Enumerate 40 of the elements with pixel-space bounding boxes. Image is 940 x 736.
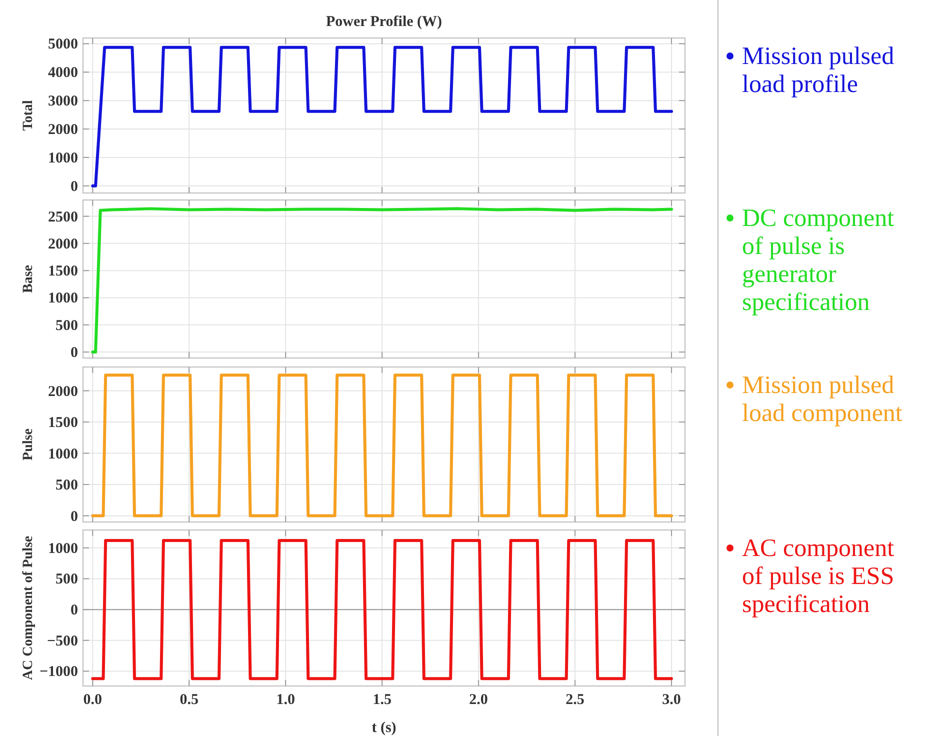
y-tick-label: 1000: [48, 150, 78, 166]
y-axis-title: AC Component of Pulse: [21, 536, 36, 680]
legend-label: AC component of pulse is ESS specification: [742, 535, 894, 618]
y-tick-label: 1500: [48, 415, 78, 431]
y-tick-label: 500: [56, 572, 78, 588]
y-tick-label: 500: [56, 318, 78, 334]
y-tick-label: 2500: [48, 209, 78, 226]
y-tick-label: 4000: [48, 65, 78, 82]
y-tick-label: 1000: [48, 446, 78, 462]
x-tick-label: 0.0: [83, 692, 102, 708]
legend-label: Mission pulsed load profile: [742, 43, 895, 98]
y-tick-label: 3000: [48, 94, 78, 110]
x-tick-label: 2.0: [469, 692, 488, 708]
y-tick-label: 0: [70, 602, 78, 619]
y-tick-label: 500: [56, 478, 78, 494]
y-tick-label: −1000: [39, 664, 78, 680]
y-axis-title: Total: [21, 100, 36, 131]
x-axis-title: t (s): [372, 720, 396, 736]
x-tick-label: 0.5: [180, 692, 198, 708]
y-tick-label: 1000: [48, 540, 78, 557]
y-tick-label: 5000: [48, 36, 78, 53]
x-tick-label: 2.5: [566, 692, 584, 708]
y-tick-label: −500: [46, 633, 78, 650]
x-tick-label: 1.0: [276, 692, 295, 708]
y-tick-label: 0: [70, 508, 78, 525]
y-tick-label: 1500: [48, 264, 78, 280]
y-axis-title: Base: [21, 265, 36, 293]
y-tick-label: 2000: [48, 384, 78, 400]
x-tick-label: 3.0: [662, 692, 681, 708]
y-tick-label: 0: [70, 345, 78, 362]
y-tick-label: 2000: [48, 122, 78, 138]
legend-label: DC component of pulse is generator specification: [742, 205, 894, 316]
y-tick-label: 1000: [48, 290, 78, 307]
legend-label: Mission pulsed load component: [742, 372, 902, 427]
chart-title: Power Profile (W): [326, 14, 442, 30]
y-tick-label: 2000: [48, 236, 78, 252]
y-axis-title: Pulse: [21, 428, 36, 460]
x-tick-label: 1.5: [372, 692, 392, 708]
line-series: [91, 207, 673, 354]
y-tick-label: 0: [70, 178, 78, 195]
